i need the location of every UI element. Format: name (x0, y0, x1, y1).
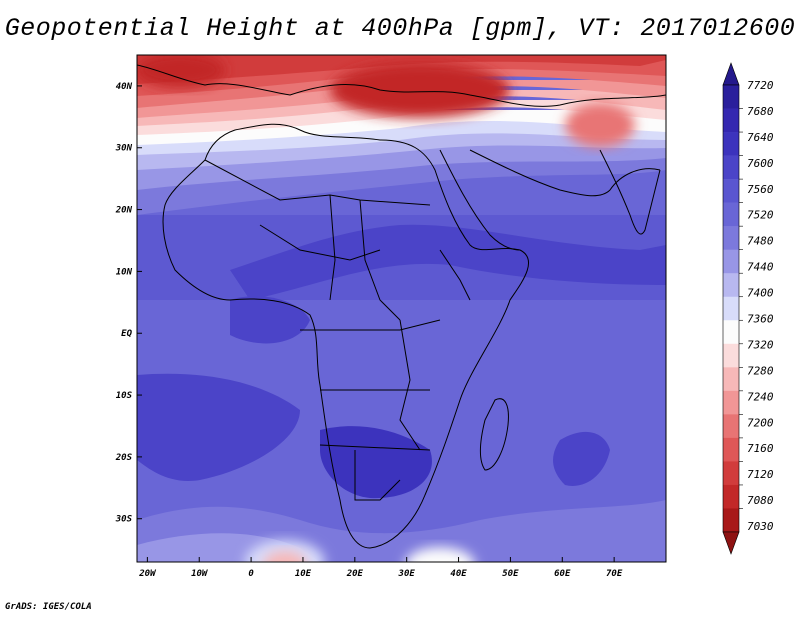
high-gulf (230, 296, 310, 344)
colorbar-swatch (723, 155, 739, 180)
colorbar-label: 7240 (747, 390, 774, 403)
low-core-med (330, 62, 510, 118)
lon-tick-label: 10E (295, 569, 312, 579)
lon-tick-label: 50E (502, 569, 519, 579)
colorbar-swatch (723, 461, 739, 486)
trough-south-2 (405, 547, 475, 562)
colorbar-label: 7120 (747, 468, 774, 481)
map-title: Geopotential Height at 400hPa [gpm], VT:… (4, 14, 796, 43)
lat-tick-label: 30S (115, 515, 133, 525)
colorbar-label: 7560 (747, 183, 774, 196)
colorbar-label: 7640 (747, 131, 774, 144)
colorbar-swatch (723, 132, 739, 156)
colorbar-label: 7160 (747, 442, 774, 455)
colorbar-swatch (723, 226, 739, 250)
axis-ticks: 20W 10W 0 10E 20E 30E 40E 50E 60E 70E 40N 30N 20N 10N… (115, 82, 623, 579)
colorbar-swatch (723, 202, 739, 227)
lat-tick-label: 20S (115, 453, 133, 463)
colorbar-swatch (723, 108, 739, 133)
colorbar-swatch (723, 179, 739, 203)
colorbar-label: 7520 (747, 209, 774, 222)
grads-credit: GrADS: IGES/COLA (5, 602, 92, 612)
colorbar-swatch (723, 367, 739, 392)
border-5 (300, 319, 441, 331)
lon-tick-label: 30E (398, 569, 416, 579)
border-3 (329, 194, 336, 301)
trough-south-1-core (263, 551, 307, 562)
height-field (137, 55, 666, 562)
africa-coast (162, 123, 530, 549)
colorbar-swatch (723, 437, 739, 462)
lon-tick-label: 20W (138, 569, 157, 579)
colorbar-label: 7280 (747, 364, 774, 377)
coastlines (137, 64, 666, 549)
europe-coast (137, 64, 666, 107)
lon-tick-label: 70E (606, 569, 623, 579)
arabia-coast (469, 149, 661, 197)
border-4 (359, 199, 401, 321)
border-8 (354, 450, 401, 501)
border-7 (319, 444, 431, 451)
high-southern-africa (320, 426, 432, 499)
colorbar-label: 7480 (747, 235, 774, 248)
high-south-atlantic (137, 373, 300, 481)
colorbar-label: 7080 (747, 494, 774, 507)
lat-tick-label: 10N (116, 267, 133, 277)
colorbar-label: 7400 (747, 287, 774, 300)
colorbar-label: 7320 (747, 338, 774, 351)
low-core-arabia (565, 103, 635, 147)
colorbar-label: 7360 (747, 313, 774, 326)
lon-tick-label: 0 (248, 569, 254, 579)
colorbar: 7720 7680 7640 7600 7560 7520 7480 7440 7400 7360… (722, 62, 774, 555)
india-coast (599, 149, 661, 235)
plot-frame (136, 54, 667, 563)
lat-tick-label: 40N (116, 82, 133, 92)
colorbar-swatch (723, 296, 739, 321)
colorbar-swatch (723, 390, 739, 415)
colorbar-label: 7440 (747, 261, 774, 274)
colorbar-label: 7720 (747, 79, 774, 92)
high-indian (553, 431, 610, 486)
colorbar-swatch (723, 508, 739, 533)
colorbar-swatch (723, 484, 739, 509)
lat-tick-label: 10S (116, 391, 133, 401)
colorbar-label: 7600 (747, 157, 774, 170)
lat-tick-label: EQ (121, 329, 132, 339)
lon-tick-label: 20E (346, 569, 364, 579)
red-sea (439, 149, 521, 251)
colorbar-swatch (723, 414, 739, 439)
colorbar-label: 7200 (747, 416, 774, 429)
colorbar-swatch (723, 273, 739, 298)
lat-tick-label: 20N (115, 206, 133, 216)
lat-tick-label: 30N (115, 144, 133, 154)
lon-tick-label: 40E (450, 569, 467, 579)
colorbar-swatch (723, 249, 739, 274)
colorbar-label: 7030 (747, 520, 774, 533)
colorbar-swatch (723, 343, 739, 368)
madagascar (480, 398, 509, 471)
lon-tick-label: 60E (554, 569, 571, 579)
border-10 (439, 249, 471, 301)
colorbar-label: 7680 (747, 105, 774, 118)
colorbar-swatch (723, 85, 739, 109)
band-7080 (137, 55, 666, 84)
colorbar-arrow-bottom (722, 531, 740, 555)
border-9 (399, 319, 421, 451)
colorbar-arrow-top (722, 62, 740, 86)
low-core-west (137, 55, 225, 88)
lon-tick-label: 10W (191, 569, 209, 579)
colorbar-swatch (723, 320, 739, 345)
